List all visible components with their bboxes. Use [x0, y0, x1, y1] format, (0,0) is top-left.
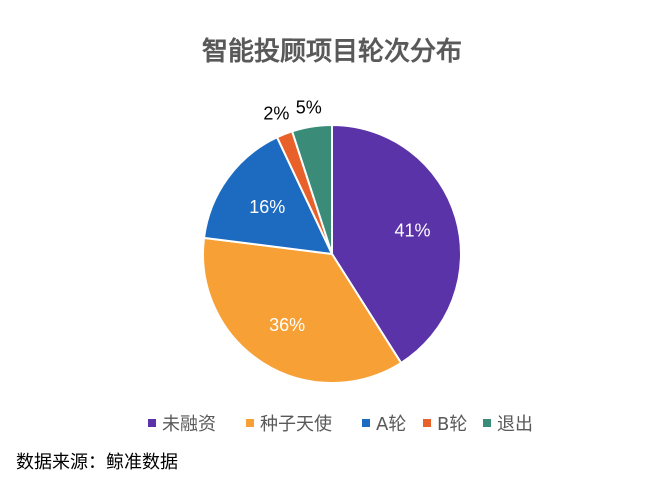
pie-slice-2 [202, 236, 403, 384]
legend-item-1: 未融资 [148, 414, 216, 435]
legend-swatch-4 [423, 419, 431, 427]
legend-item-2: 种子天使 [246, 414, 332, 435]
legend-label-1: 未融资 [162, 414, 216, 435]
legend-label-2: 种子天使 [260, 414, 332, 435]
legend-item-4: B轮 [423, 414, 467, 435]
slice-label-4: 2% [263, 104, 289, 124]
legend-label-4: B轮 [437, 414, 467, 435]
legend-label-5: 退出 [497, 414, 533, 435]
slice-label-5: 5% [296, 98, 322, 118]
pie-slice-3 [202, 135, 334, 256]
legend-item-5: 退出 [483, 414, 533, 435]
slice-label-1: 41% [394, 221, 430, 241]
pie-slice-5 [290, 123, 333, 255]
legend-swatch-5 [483, 419, 491, 427]
pie-slice-labels: 41% 36% 16% 2% 5% [249, 98, 430, 335]
chart-title: 智能投顾项目轮次分布 [202, 36, 462, 67]
legend-swatch-2 [246, 419, 254, 427]
legend: 未融资 种子天使 A轮 B轮 退出 [148, 414, 533, 435]
slice-label-3: 16% [249, 197, 285, 217]
legend-swatch-3 [362, 419, 370, 427]
slice-label-2: 36% [269, 315, 305, 335]
pie-slices [202, 123, 462, 384]
legend-label-3: A轮 [376, 414, 406, 435]
legend-item-3: A轮 [362, 414, 406, 435]
legend-swatch-1 [148, 419, 156, 427]
source-note: 数据来源：鲸准数据 [16, 452, 178, 473]
